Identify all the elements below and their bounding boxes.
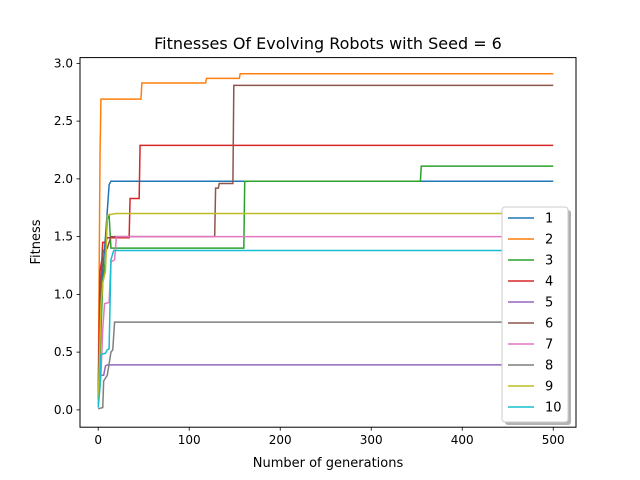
legend-label-1: 1 (545, 212, 553, 227)
series-line-5 (97, 364, 554, 405)
series-line-3 (97, 165, 554, 405)
series-line-2 (97, 73, 554, 401)
legend-label-5: 5 (545, 296, 553, 311)
x-tick-label: 0 (94, 433, 102, 447)
series-line-8 (98, 321, 554, 410)
series-line-4 (97, 144, 554, 399)
plot-area (97, 73, 554, 410)
x-tick-label: 400 (451, 433, 474, 447)
series-line-7 (97, 235, 554, 405)
x-tick-label: 100 (178, 433, 201, 447)
x-axis-label: Number of generations (253, 456, 404, 471)
chart-title: Fitnesses Of Evolving Robots with Seed =… (154, 34, 502, 53)
y-tick-label: 2.0 (54, 172, 73, 186)
x-tick-label: 300 (360, 433, 383, 447)
x-tick-label: 200 (269, 433, 292, 447)
y-tick-label: 3.0 (54, 56, 73, 70)
series-line-1 (97, 180, 554, 405)
y-tick-label: 2.5 (54, 114, 73, 128)
legend-label-6: 6 (545, 317, 553, 332)
legend-label-9: 9 (545, 380, 553, 395)
legend-label-4: 4 (545, 275, 553, 290)
series-line-10 (97, 249, 554, 408)
legend-label-3: 3 (545, 254, 553, 269)
y-tick-label: 1.0 (54, 287, 73, 301)
legend: 1 2 3 4 5 6 7 8 9 10 (501, 206, 571, 425)
series-line-6 (97, 84, 554, 399)
y-tick-label: 1.5 (54, 230, 73, 244)
legend-label-8: 8 (545, 359, 553, 374)
legend-label-2: 2 (545, 233, 553, 248)
x-tick-label: 500 (542, 433, 565, 447)
legend-label-7: 7 (545, 338, 553, 353)
y-axis-label: Fitness (29, 219, 44, 264)
y-tick-label: 0.0 (54, 403, 73, 417)
legend-label-10: 10 (545, 401, 562, 416)
plot-frame (79, 57, 577, 428)
y-tick-label: 0.5 (54, 345, 73, 359)
series-line-9 (97, 212, 554, 405)
axis-ticks: 0 100 200 300 400 500 0.0 0.5 1.0 1.5 2.0 2.5 3.0 (54, 56, 565, 447)
